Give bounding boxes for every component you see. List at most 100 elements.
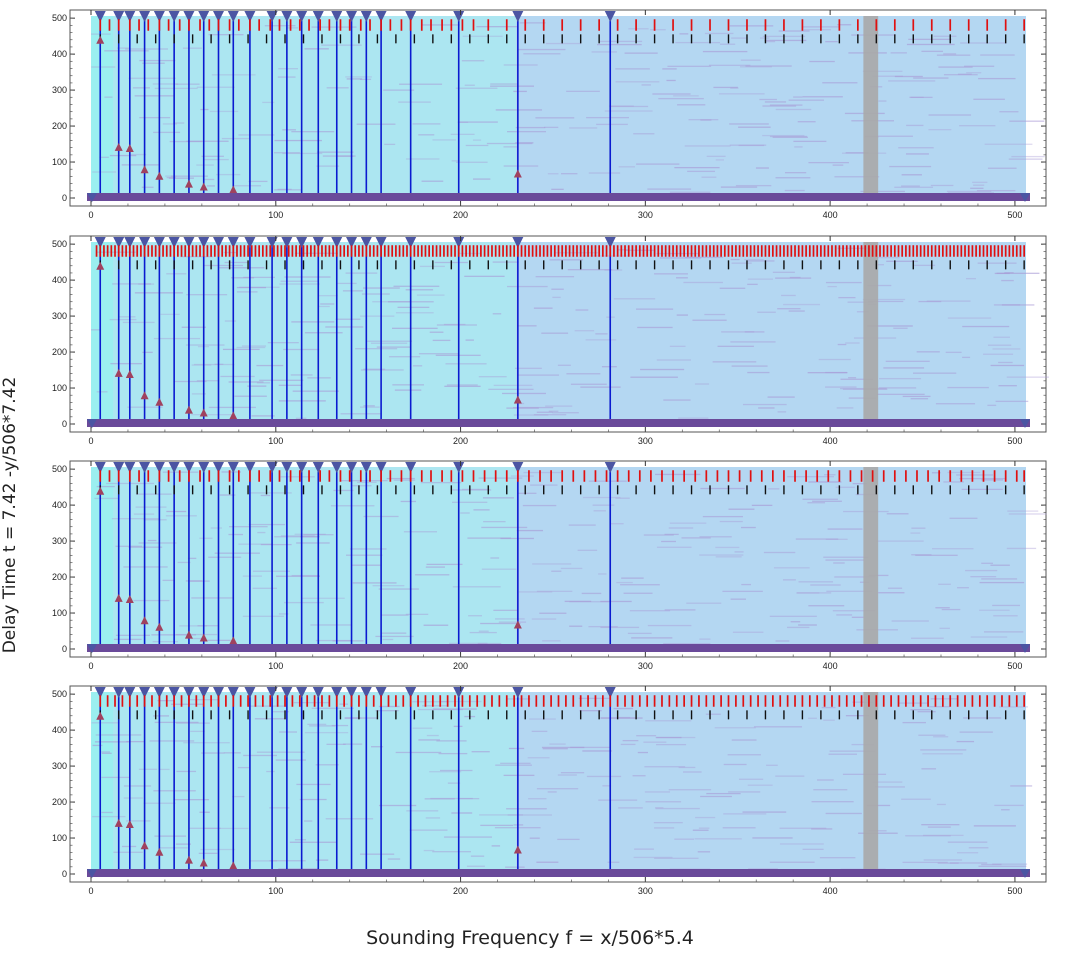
peak-marker [140,616,149,625]
heatmap-texture [321,44,362,46]
heatmap-texture [674,166,720,169]
heatmap-texture [545,405,573,407]
heatmap-texture [613,707,634,710]
heatmap-texture [128,77,176,79]
heatmap-texture [788,99,825,101]
heatmap-texture [630,376,678,378]
heatmap-texture [341,479,388,482]
top-triangle-marker [346,11,358,22]
heatmap-texture [866,804,891,807]
heatmap-texture [355,348,398,350]
heatmap-texture [294,533,326,535]
heatmap-texture [346,78,363,80]
heatmap-texture [588,480,627,482]
heatmap-texture [705,713,721,715]
heatmap-texture [868,574,889,577]
heatmap-texture [486,142,533,145]
heatmap-texture [860,190,905,193]
top-triangle-marker [453,462,465,473]
heatmap-texture [189,580,210,582]
heatmap-texture [808,481,842,483]
top-triangle-marker [375,237,387,248]
heatmap-texture [136,493,172,495]
heatmap-texture [653,821,683,824]
heatmap-texture [566,373,601,375]
heatmap-texture [998,385,1017,387]
peak-marker [114,368,123,377]
heatmap-texture [938,66,973,68]
heatmap-texture [643,534,674,536]
heatmap-texture [96,251,136,253]
heatmap-texture [740,59,761,61]
y-tick-label: 200 [52,797,67,807]
heatmap-texture [507,130,547,133]
heatmap-texture [518,48,566,51]
heatmap-texture [921,50,943,53]
heatmap-texture [214,552,260,554]
heatmap-texture [383,89,415,91]
heatmap-texture [965,277,976,280]
heatmap-texture [661,540,676,543]
heatmap-texture [126,820,151,822]
heatmap-texture [891,620,929,622]
heatmap-texture [418,134,435,136]
heatmap-texture [549,259,584,261]
heatmap-texture [229,526,268,528]
heatmap-texture [115,545,142,547]
heatmap-texture [636,308,674,310]
top-triangle-marker [139,687,151,698]
heatmap-texture [552,412,579,414]
heatmap-texture [551,188,564,190]
heatmap-texture [311,707,354,709]
heatmap-texture [604,110,653,112]
heatmap-texture [902,395,931,398]
baseline-end-marker [87,193,97,202]
heatmap-texture [947,471,981,474]
heatmap-texture [640,368,685,371]
heatmap-texture [176,770,197,773]
heatmap-texture [962,356,971,359]
heatmap-texture [510,475,534,477]
heatmap-texture [714,727,756,729]
heatmap-texture [729,144,767,146]
heatmap-texture [838,296,856,299]
heatmap-texture [569,127,598,129]
heatmap-texture [575,309,589,311]
heatmap-texture [669,191,711,193]
heatmap-texture [503,146,518,148]
heatmap-texture [999,706,1028,708]
top-triangle-marker [312,462,324,473]
heatmap-texture [784,189,805,192]
heatmap-texture [418,353,459,355]
heatmap-texture [655,807,664,809]
heatmap-texture [732,631,764,633]
heatmap-texture [429,771,462,773]
heatmap-texture [702,515,743,518]
heatmap-texture [252,587,277,589]
heatmap-texture [228,533,244,536]
heatmap-texture [473,509,490,511]
chart-panel-4: 0 100 200 300 400 500 0 100 200 300 400 500 [52,685,1047,896]
heatmap-texture [740,66,772,68]
heatmap-texture [412,727,433,729]
heatmap-texture [363,368,386,370]
heatmap-texture [936,803,946,806]
x-tick-label: 500 [1007,210,1022,220]
heatmap-texture [133,599,170,602]
heatmap-texture [715,546,740,549]
heatmap-texture [803,29,831,31]
heatmap-texture [669,345,686,347]
heatmap-texture [544,126,559,129]
heatmap-texture [318,305,330,308]
heatmap-texture [654,827,675,829]
heatmap-texture [798,624,817,626]
heatmap-texture [917,711,936,713]
heatmap-texture [775,177,811,179]
heatmap-texture [597,43,642,46]
heatmap-texture [352,485,372,487]
heatmap-texture [624,52,658,54]
heatmap-texture [959,125,996,127]
heatmap-texture [557,774,577,776]
x-tick-label: 400 [823,661,838,671]
heatmap-texture [551,570,562,572]
